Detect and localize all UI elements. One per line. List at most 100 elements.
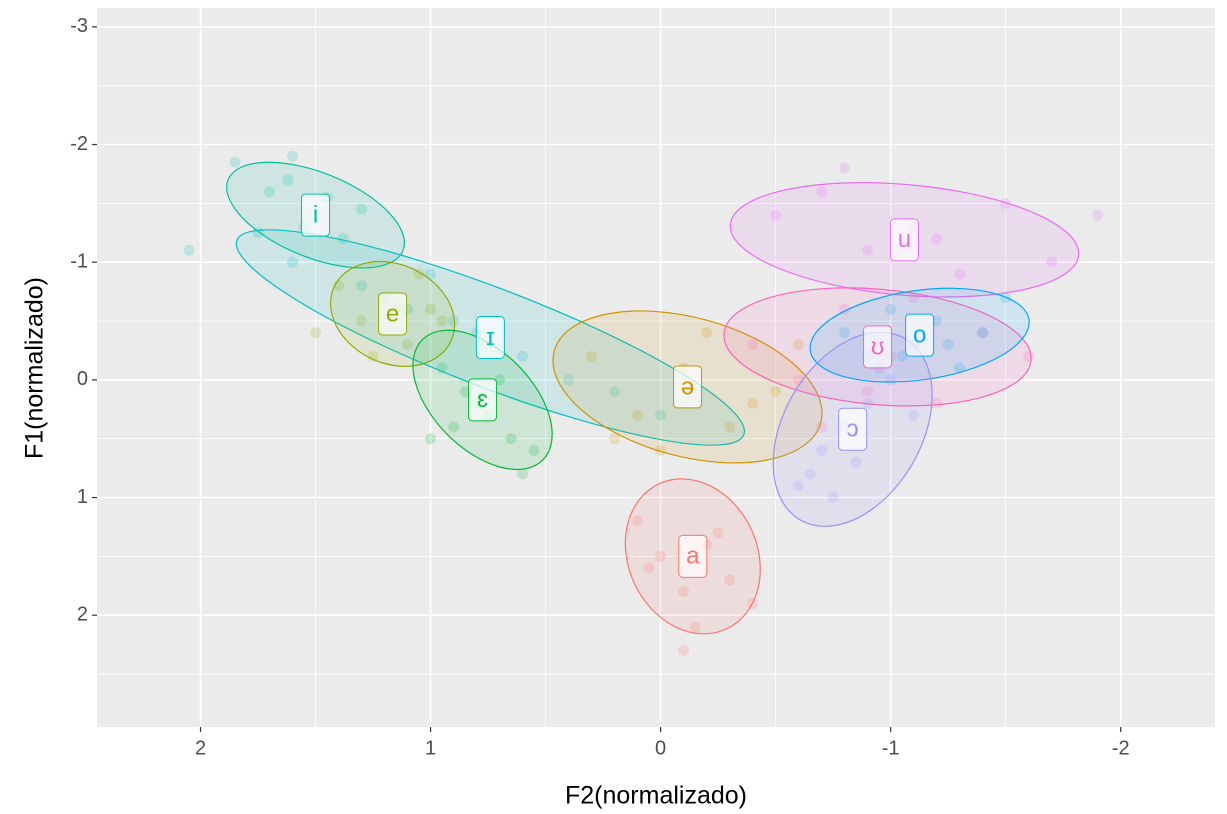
label-box	[673, 365, 703, 409]
y-tick-label: -2	[70, 133, 88, 155]
y-tick-label: 2	[77, 603, 88, 625]
point	[1092, 209, 1104, 221]
label-box	[905, 313, 935, 357]
label-box	[301, 193, 331, 237]
point	[337, 233, 349, 245]
point	[977, 327, 989, 339]
point	[678, 645, 690, 657]
y-tick-label: -3	[70, 15, 88, 37]
point	[356, 280, 368, 292]
point	[264, 186, 276, 198]
point	[310, 327, 322, 339]
point	[931, 397, 943, 409]
point	[793, 374, 805, 386]
point	[908, 291, 920, 303]
x-tick-label: 0	[655, 737, 666, 759]
point	[701, 327, 713, 339]
point	[816, 421, 828, 433]
point	[287, 256, 299, 268]
point	[678, 586, 690, 598]
y-axis-title: F1(normalizado)	[21, 277, 49, 459]
point	[643, 562, 655, 574]
point	[816, 444, 828, 456]
point	[183, 244, 195, 256]
point	[517, 350, 529, 362]
point	[770, 209, 782, 221]
point	[816, 186, 828, 198]
point	[517, 468, 529, 480]
vowel-label: u	[898, 226, 911, 253]
vowel-labels: i ɪ e ɛ ə a u ʊ o ɔ	[301, 193, 935, 578]
y-tick-label: -1	[70, 250, 88, 272]
point	[436, 315, 448, 327]
y-tick-label: 1	[77, 486, 88, 508]
x-tick-label: -1	[882, 737, 900, 759]
point	[804, 468, 816, 480]
point	[609, 433, 621, 445]
point	[839, 327, 851, 339]
point	[425, 303, 437, 315]
vowel-label: o	[913, 321, 926, 348]
point	[448, 421, 460, 433]
point	[977, 327, 989, 339]
point	[655, 409, 667, 421]
point	[655, 444, 667, 456]
label-box	[475, 315, 505, 359]
point	[459, 386, 471, 398]
point	[609, 386, 621, 398]
point	[724, 574, 736, 586]
x-tick-label: 2	[195, 737, 206, 759]
point	[632, 515, 644, 527]
label-box	[378, 292, 408, 336]
point	[505, 433, 517, 445]
label-box	[838, 407, 868, 451]
point	[827, 492, 839, 504]
point	[367, 350, 379, 362]
point	[689, 621, 701, 633]
vowel-label: ʊ	[871, 333, 885, 360]
point	[425, 268, 437, 280]
point	[229, 156, 241, 168]
vowel-label: ɔ	[847, 416, 859, 443]
point	[793, 339, 805, 351]
point	[356, 315, 368, 327]
x-tick-label: -2	[1112, 737, 1130, 759]
vowel-label: i	[313, 201, 318, 228]
point	[632, 409, 644, 421]
vowel-label: e	[386, 300, 399, 327]
point	[1046, 256, 1058, 268]
point	[954, 268, 966, 280]
point	[655, 550, 667, 562]
point	[448, 315, 460, 327]
point	[770, 386, 782, 398]
point	[528, 444, 540, 456]
point	[954, 362, 966, 374]
point	[747, 339, 759, 351]
vowel-label: a	[686, 543, 700, 570]
point	[287, 150, 299, 162]
point	[862, 244, 874, 256]
point	[563, 374, 575, 386]
point	[931, 233, 943, 245]
ticks: 2 1 0 -1 -2 -3 -2 -1 0 1 2	[70, 15, 1129, 759]
grid	[97, 8, 1215, 727]
point	[850, 456, 862, 468]
point	[908, 409, 920, 421]
label-box	[678, 534, 708, 578]
point	[862, 386, 874, 398]
vowel-label: ɪ	[486, 324, 495, 351]
point	[839, 162, 851, 174]
point	[885, 303, 897, 315]
vowel-label: ɛ	[477, 386, 488, 413]
y-tick-label: 0	[77, 368, 88, 390]
point	[586, 350, 598, 362]
label-box	[468, 378, 498, 422]
point	[282, 174, 294, 186]
point	[425, 433, 437, 445]
point	[724, 421, 736, 433]
vowel-label: ə	[681, 373, 694, 400]
label-box	[863, 325, 893, 369]
label-box	[889, 218, 919, 262]
point	[942, 339, 954, 351]
